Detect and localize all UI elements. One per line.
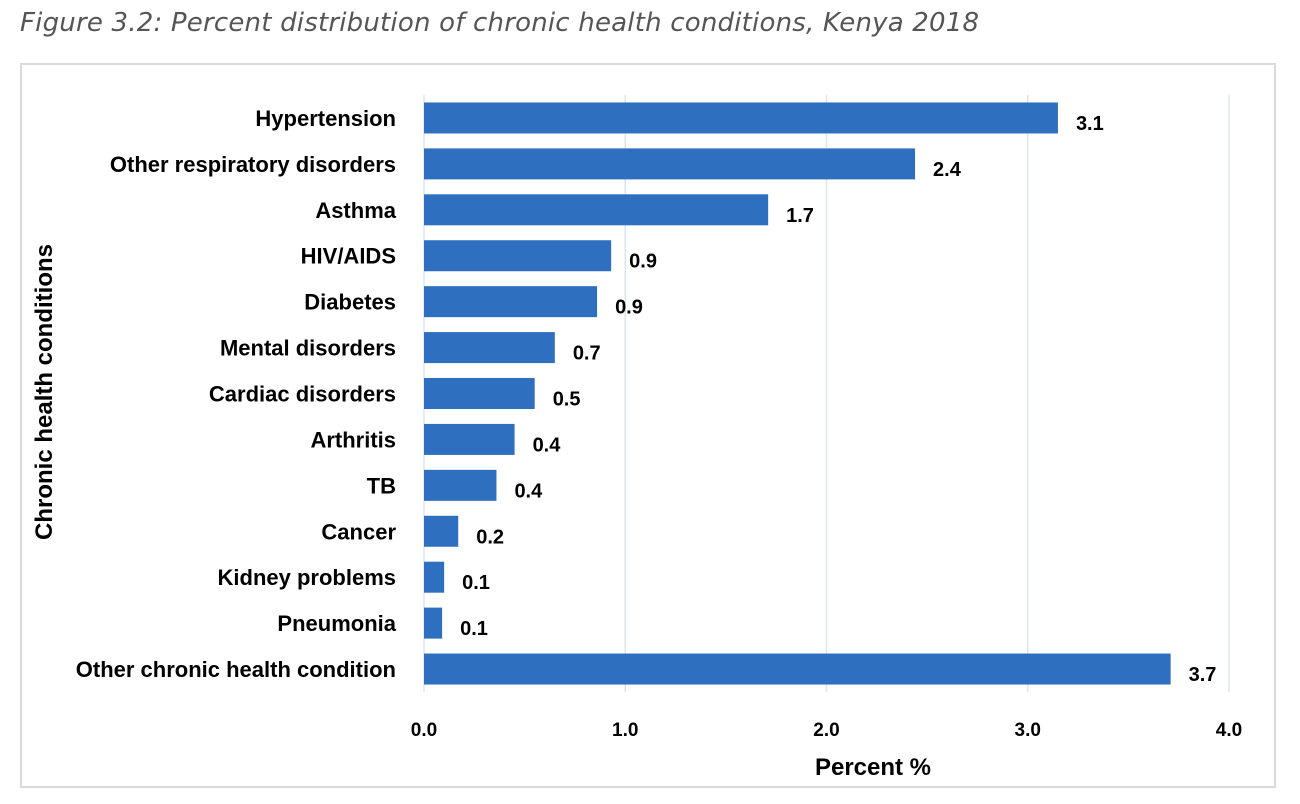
category-label: Other chronic health condition	[76, 657, 396, 682]
bar	[424, 515, 459, 547]
bars	[424, 102, 1171, 685]
category-label: Cancer	[321, 519, 396, 544]
bar	[424, 286, 598, 318]
category-label: Pneumonia	[277, 611, 396, 636]
bar	[424, 653, 1171, 685]
data-label: 0.9	[629, 251, 657, 273]
bar	[424, 561, 445, 593]
category-label: Asthma	[315, 198, 396, 223]
figure-caption: Figure 3.2: Percent distribution of chro…	[20, 8, 980, 38]
data-label: 3.1	[1076, 113, 1104, 135]
category-label: HIV/AIDS	[301, 244, 396, 269]
data-label: 0.1	[460, 618, 488, 640]
category-label: Kidney problems	[218, 565, 396, 590]
data-label: 2.4	[933, 159, 962, 181]
bar	[424, 102, 1058, 134]
data-labels: 3.1 2.4 1.7 0.9 0.9 0.7 0.5 0.4 0.4 0.2 0.1 0.1 3.7	[460, 113, 1216, 686]
x-axis-title: Percent %	[815, 754, 931, 781]
bar	[424, 423, 515, 455]
category-label: TB	[367, 473, 396, 498]
category-label: Hypertension	[255, 106, 396, 131]
x-tick-label: 3.0	[1015, 720, 1041, 741]
gridlines	[423, 95, 1230, 692]
bar	[424, 469, 497, 501]
data-label: 3.7	[1189, 664, 1217, 686]
category-label: Diabetes	[304, 290, 396, 315]
data-label: 1.7	[786, 205, 814, 227]
category-label: Other respiratory disorders	[110, 152, 396, 177]
bar	[424, 378, 535, 409]
data-label: 0.1	[462, 572, 490, 594]
x-tick-label: 0.0	[411, 720, 437, 741]
x-tick-label: 1.0	[612, 720, 638, 741]
category-label: Cardiac disorders	[209, 382, 396, 407]
bar	[424, 148, 916, 180]
data-label: 0.4	[533, 434, 562, 456]
bar	[424, 240, 612, 272]
y-axis-title: Chronic health conditions	[31, 244, 58, 540]
x-tick-label: 4.0	[1216, 720, 1242, 741]
bar	[424, 194, 769, 226]
data-label: 0.4	[514, 480, 543, 502]
data-label: 0.7	[573, 343, 601, 365]
bar	[424, 332, 555, 364]
category-label: Mental disorders	[220, 336, 396, 361]
category-labels: Hypertension Other respiratory disorders A…	[76, 106, 397, 682]
data-label: 0.2	[476, 526, 504, 548]
x-tick-label: 2.0	[813, 720, 839, 741]
bar	[424, 607, 443, 639]
data-label: 0.9	[615, 297, 643, 319]
category-label: Arthritis	[310, 427, 396, 452]
x-tick-labels: 0.0 1.0 2.0 3.0 4.0	[411, 720, 1242, 741]
data-label: 0.5	[553, 389, 581, 411]
